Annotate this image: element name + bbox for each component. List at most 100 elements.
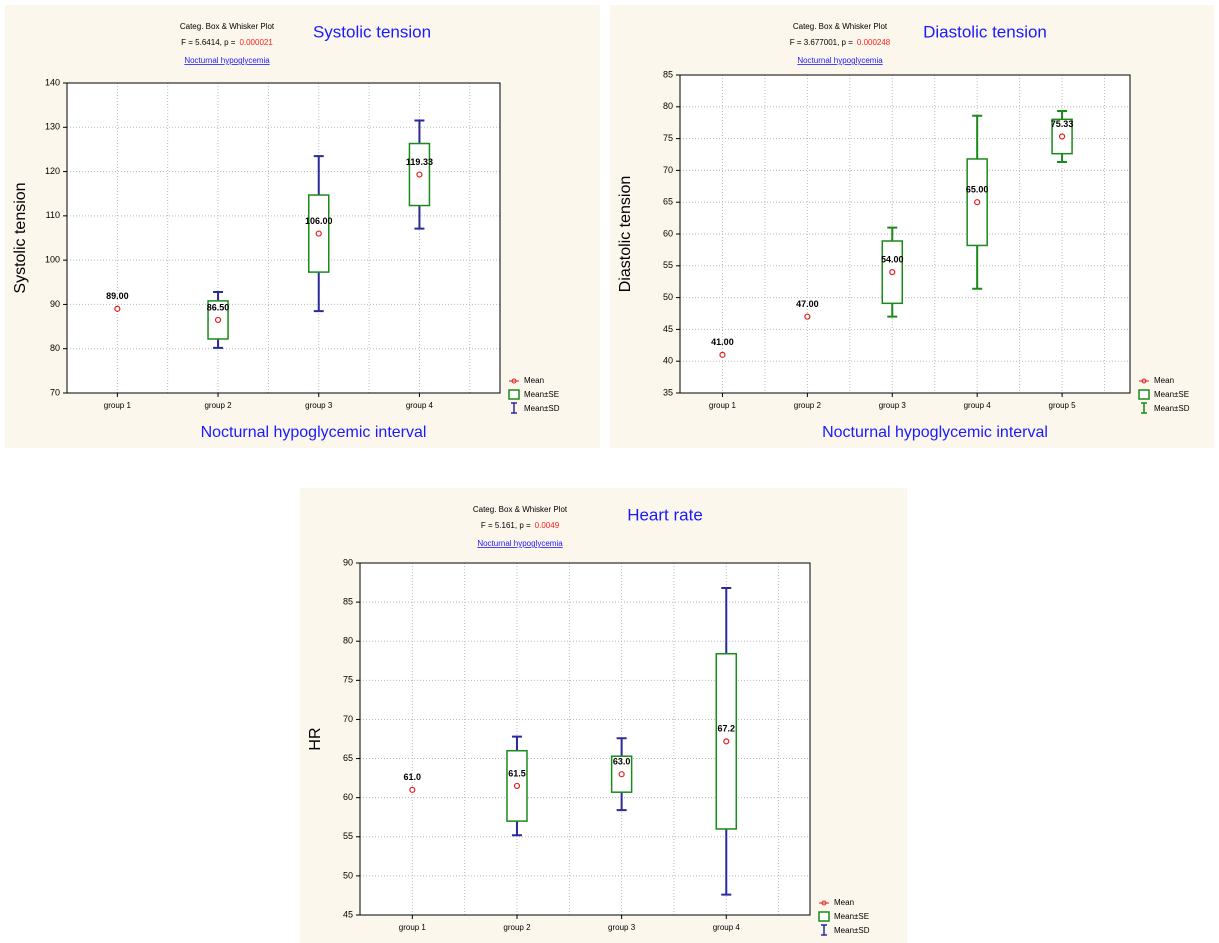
- value-label: 119.33: [406, 157, 433, 167]
- y-tick-label: 70: [343, 714, 353, 724]
- y-tick-label: 45: [663, 324, 673, 334]
- value-label: 65.00: [966, 185, 989, 195]
- value-label: 54.00: [881, 255, 904, 265]
- chart-title: Heart rate: [627, 505, 703, 524]
- x-axis-label: Nocturnal hypoglycemic interval: [201, 424, 427, 441]
- y-tick-label: 80: [663, 101, 673, 111]
- legend-sd-symbol: [511, 402, 517, 414]
- legend-label: Mean±SD: [834, 926, 870, 935]
- x-tick-label: group 4: [406, 401, 434, 410]
- mean-point: [513, 782, 521, 790]
- mean-point: [315, 230, 322, 237]
- chart-title: Systolic tension: [313, 22, 431, 41]
- chart-title: Diastolic tension: [923, 22, 1047, 41]
- stat: F = 3.677001, p =: [790, 38, 853, 47]
- y-tick-label: 85: [343, 596, 353, 606]
- value-label: 63.0: [613, 757, 631, 767]
- x-tick-label: group 2: [503, 923, 531, 932]
- mean-point: [723, 738, 730, 745]
- plot-frame: [359, 562, 811, 916]
- plot-area: [67, 83, 500, 393]
- stat: F = 5.6414, p =: [181, 38, 236, 47]
- legend-label: Mean: [834, 898, 854, 907]
- y-tick-label: 70: [50, 387, 60, 397]
- stat-line: F = 5.161, p = 0.0049: [481, 521, 560, 530]
- y-tick-label: 60: [663, 228, 673, 238]
- legend-se-symbol: [508, 389, 520, 400]
- y-tick-label: 50: [663, 292, 673, 302]
- subtitle: Nocturnal hypoglycemia: [477, 539, 563, 548]
- plot-frame: [66, 82, 501, 394]
- x-tick-label: group 5: [1049, 401, 1077, 410]
- y-tick-label: 35: [663, 387, 673, 397]
- x-tick-label: group 4: [964, 401, 992, 410]
- mean-point: [416, 171, 423, 178]
- legend-sd-symbol: [1141, 402, 1147, 414]
- value-label: 41.00: [711, 337, 734, 347]
- mean-point: [214, 316, 222, 324]
- mean-point: [719, 351, 726, 358]
- x-tick-label: group 3: [305, 401, 333, 410]
- y-tick-label: 40: [663, 356, 673, 366]
- mean-point: [618, 771, 625, 778]
- value-label: 106.00: [305, 216, 333, 226]
- y-tick-label: 50: [343, 870, 353, 880]
- y-tick-label: 65: [343, 753, 353, 763]
- y-tick-label: 45: [343, 909, 353, 919]
- y-tick-label: 55: [663, 260, 673, 270]
- plot-area: [360, 563, 810, 915]
- y-axis-label: HR: [307, 727, 324, 750]
- x-tick-label: group 2: [794, 401, 822, 410]
- value-label: 75.33: [1051, 119, 1074, 129]
- y-tick-label: 140: [45, 77, 60, 87]
- header: Categ. Box & Whisker Plot: [793, 22, 888, 31]
- header: Categ. Box & Whisker Plot: [473, 505, 568, 514]
- stat-line: F = 3.677001, p = 0.000248: [790, 38, 891, 47]
- p-value: 0.000021: [239, 38, 273, 47]
- x-tick-label: group 2: [204, 401, 232, 410]
- y-tick-label: 90: [50, 299, 60, 309]
- value-label: 86.50: [207, 302, 230, 312]
- x-tick-label: group 1: [709, 401, 737, 410]
- subtitle: Nocturnal hypoglycemia: [184, 56, 270, 65]
- x-tick-label: group 4: [713, 923, 741, 932]
- x-tick-label: group 1: [399, 923, 427, 932]
- y-axis-label: Systolic tension: [12, 182, 29, 293]
- legend-label: Mean: [524, 376, 544, 385]
- stat-line: F = 5.6414, p = 0.000021: [181, 38, 273, 47]
- y-tick-label: 70: [663, 165, 673, 175]
- mean-point: [804, 313, 811, 320]
- y-tick-label: 110: [46, 210, 60, 220]
- stat: F = 5.161, p =: [481, 521, 531, 530]
- x-tick-label: group 3: [608, 923, 636, 932]
- y-tick-label: 75: [663, 133, 673, 143]
- legend-se-symbol: [818, 911, 830, 922]
- y-tick-label: 90: [343, 557, 353, 567]
- legend-label: Mean±SE: [1154, 390, 1189, 399]
- value-label: 89.00: [106, 291, 129, 301]
- legend-label: Mean: [1154, 376, 1174, 385]
- y-tick-label: 60: [343, 792, 353, 802]
- header: Categ. Box & Whisker Plot: [180, 22, 275, 31]
- x-tick-label: group 3: [879, 401, 907, 410]
- legend-label: Mean±SD: [1154, 404, 1190, 413]
- legend-label: Mean±SE: [524, 390, 559, 399]
- legend-sd-symbol: [821, 924, 827, 936]
- value-label: 61.0: [404, 772, 422, 782]
- legend-se-symbol: [1138, 389, 1150, 400]
- mean-point: [409, 786, 416, 793]
- p-value: 0.0049: [535, 521, 560, 530]
- value-label: 67.2: [718, 724, 736, 734]
- y-tick-label: 80: [343, 636, 353, 646]
- legend-label: Mean±SD: [524, 404, 560, 413]
- y-tick-label: 65: [663, 197, 673, 207]
- y-tick-label: 85: [663, 69, 673, 79]
- y-tick-label: 130: [45, 122, 60, 132]
- p-value: 0.000248: [857, 38, 891, 47]
- legend-label: Mean±SE: [834, 912, 869, 921]
- y-tick-label: 55: [343, 831, 353, 841]
- mean-point: [974, 199, 981, 206]
- y-axis-label: Diastolic tension: [617, 176, 634, 293]
